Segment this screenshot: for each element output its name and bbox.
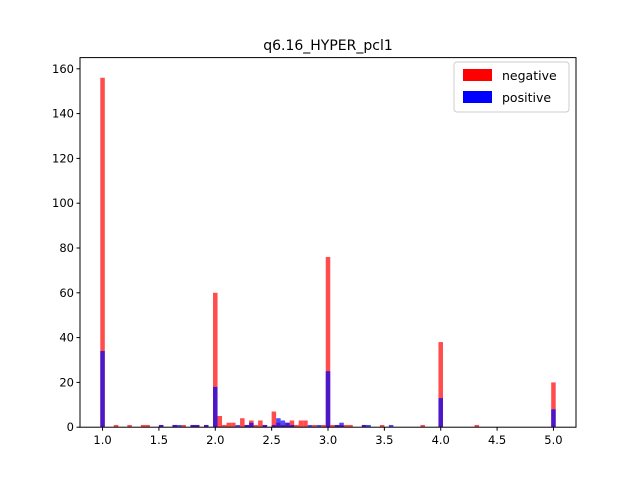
x-tick-label: 2.0 [206, 433, 224, 447]
bar-positive [176, 424, 182, 428]
bar-negative [298, 420, 304, 428]
bar-negative [312, 424, 317, 428]
bar-negative [379, 424, 385, 428]
y-axis-ticks: 0 20 40 60 80 100 120 140 160 [52, 62, 80, 434]
y-tick-label: 140 [52, 107, 74, 121]
bar-positive [289, 424, 295, 428]
bar-negative [231, 422, 236, 428]
bars-group [100, 77, 556, 428]
bar-negative [181, 424, 186, 428]
bar-positive [172, 424, 177, 428]
bar-positive [100, 351, 105, 428]
bar-negative [127, 424, 132, 428]
bar-negative [438, 342, 443, 428]
bar-negative [330, 424, 335, 428]
bar-positive [285, 422, 290, 428]
legend-label-negative: negative [502, 68, 557, 83]
y-tick-label: 100 [52, 196, 74, 210]
bar-positive [194, 424, 200, 428]
bar-positive [158, 424, 164, 428]
bar-positive [280, 420, 286, 428]
bar-negative [303, 420, 308, 428]
bar-positive [190, 424, 195, 428]
x-tick-label: 4.0 [432, 433, 450, 447]
x-tick-label: 1.5 [150, 433, 168, 447]
bar-negative [145, 424, 150, 428]
bar-negative [420, 424, 425, 428]
bar-positive [249, 422, 254, 428]
legend-swatch-positive [463, 91, 492, 103]
bar-negative [551, 382, 556, 428]
x-tick-label: 4.5 [488, 433, 506, 447]
bar-positive [276, 418, 281, 428]
bar-positive [438, 398, 443, 428]
bar-negative [213, 292, 218, 428]
bar-negative [113, 424, 119, 428]
bar-positive [235, 424, 241, 428]
y-tick-label: 160 [52, 62, 74, 76]
bar-negative [348, 424, 353, 428]
bar-negative [271, 411, 277, 428]
bar-negative [258, 420, 263, 428]
bar-positive [204, 424, 209, 428]
bar-positive [271, 424, 277, 428]
x-tick-label: 1.0 [93, 433, 111, 447]
chart-title: q6.16_HYPER_pcl1 [263, 38, 393, 54]
bar-positive [325, 371, 331, 428]
bar-positive [334, 424, 340, 428]
bar-negative [240, 418, 245, 428]
bar-positive [262, 424, 268, 428]
bar-negative [321, 424, 326, 428]
legend-swatch-negative [463, 69, 492, 81]
bar-negative [343, 424, 349, 428]
bar-positive [366, 424, 371, 428]
y-tick-label: 0 [67, 420, 74, 434]
bar-positive [307, 424, 313, 428]
bar-negative [100, 77, 105, 428]
bar-positive [316, 424, 322, 428]
y-tick-label: 40 [59, 331, 74, 345]
x-tick-label: 3.5 [375, 433, 393, 447]
y-tick-label: 20 [59, 375, 74, 389]
bar-positive [213, 386, 218, 428]
bar-negative [140, 424, 146, 428]
bar-negative [217, 416, 223, 428]
legend: negative positive [453, 61, 570, 113]
legend-label-positive: positive [502, 90, 551, 105]
bar-negative [226, 422, 232, 428]
bar-positive [551, 409, 556, 428]
bar-positive [361, 424, 367, 428]
bar-negative [325, 256, 331, 428]
y-tick-label: 80 [59, 241, 74, 255]
x-tick-label: 5.0 [544, 433, 562, 447]
y-tick-label: 60 [59, 286, 74, 300]
bar-positive [388, 424, 394, 428]
x-axis-ticks: 1.0 1.5 2.0 2.5 3.0 3.5 4.0 4.5 5.0 [93, 427, 563, 447]
bar-negative [253, 424, 259, 428]
y-tick-label: 120 [52, 151, 74, 165]
bar-positive [339, 422, 344, 428]
x-tick-label: 2.5 [262, 433, 280, 447]
plot-frame [79, 57, 577, 428]
bar-negative [289, 420, 295, 428]
bar-negative [222, 424, 227, 428]
bar-negative [474, 424, 480, 428]
x-tick-label: 3.0 [319, 433, 337, 447]
bar-negative [294, 424, 299, 428]
bar-positive [244, 424, 250, 428]
